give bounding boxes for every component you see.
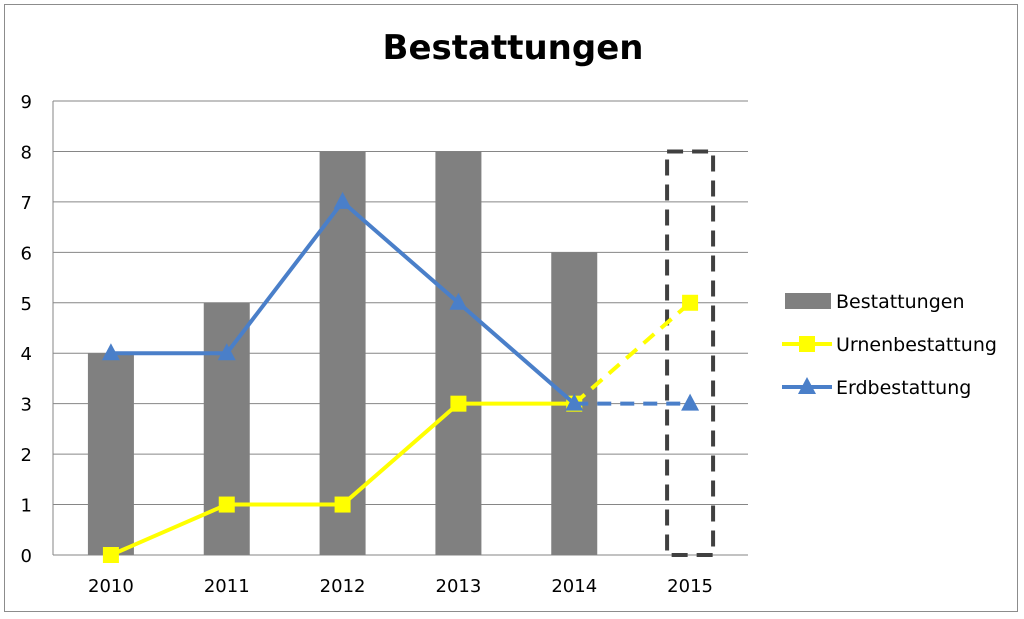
data-point-triangle — [565, 393, 584, 411]
data-point-triangle — [449, 292, 468, 310]
data-point-square — [682, 294, 699, 311]
data-point-square — [450, 395, 467, 412]
legend: Bestattungen Urnenbestattung Erdbestattung — [782, 291, 997, 399]
legend-label: Bestattungen — [836, 291, 965, 313]
y-tick-label: 2 — [21, 445, 32, 466]
series-line-projected — [572, 301, 692, 406]
line-series — [101, 191, 700, 563]
y-tick-label: 5 — [21, 294, 32, 315]
x-tick-label: 2010 — [88, 576, 134, 597]
y-tick-label: 4 — [21, 344, 32, 365]
y-tick-label: 6 — [21, 243, 32, 264]
data-point-triangle — [217, 343, 236, 361]
y-tick-label: 0 — [21, 546, 32, 567]
y-axis-ticks: 0 1 2 3 4 5 6 7 8 9 — [21, 92, 32, 567]
legend-label: Erdbestattung — [836, 377, 971, 399]
data-point-triangle — [681, 393, 700, 411]
x-axis-ticks: 2010 2011 2012 2013 2014 2015 — [88, 576, 713, 597]
y-tick-label: 8 — [21, 142, 32, 163]
legend-swatch-bar — [785, 293, 831, 309]
y-tick-label: 3 — [21, 395, 32, 416]
x-tick-label: 2012 — [320, 576, 366, 597]
y-tick-label: 1 — [21, 496, 32, 517]
data-point-square — [218, 496, 235, 513]
bar — [319, 151, 366, 555]
x-tick-label: 2011 — [204, 576, 250, 597]
grid-lines — [52, 100, 748, 556]
chart-title: Bestattungen — [383, 28, 644, 68]
data-point-square — [102, 547, 119, 563]
bar — [87, 353, 134, 555]
legend-marker-triangle — [798, 377, 816, 394]
x-tick-label: 2015 — [667, 576, 713, 597]
y-tick-label: 7 — [21, 193, 32, 214]
legend-label: Urnenbestattung — [836, 334, 997, 356]
y-tick-label: 9 — [21, 92, 32, 113]
bar — [435, 151, 482, 555]
data-point-square — [334, 496, 351, 513]
x-tick-label: 2014 — [551, 576, 597, 597]
data-point-triangle — [101, 343, 120, 361]
bar — [203, 302, 250, 555]
x-tick-label: 2013 — [436, 576, 482, 597]
data-point-triangle — [333, 191, 352, 209]
legend-marker-square — [799, 336, 815, 352]
chart-frame — [4, 4, 1018, 612]
